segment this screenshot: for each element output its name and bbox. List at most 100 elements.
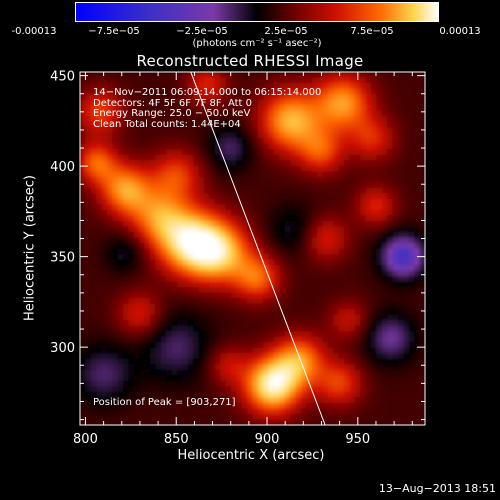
heatmap-cell (241, 160, 248, 167)
heatmap-cell (241, 132, 248, 139)
heatmap-cell (301, 358, 308, 365)
heatmap-cell (106, 121, 113, 128)
heatmap-cell (160, 231, 167, 239)
heatmap-cell (317, 165, 324, 172)
heatmap-cell (414, 110, 421, 117)
heatmap-cell (252, 325, 259, 332)
heatmap-cell (177, 72, 184, 79)
heatmap-cell (376, 127, 383, 134)
heatmap-cell (376, 391, 383, 399)
heatmap-cell (414, 408, 421, 415)
heatmap-cell (349, 331, 356, 338)
heatmap-cell (252, 83, 259, 90)
heatmap-cell (371, 397, 378, 404)
heatmap-cell (214, 83, 221, 90)
heatmap-cell (101, 408, 108, 415)
heatmap-cell (381, 231, 388, 239)
heatmap-cell (177, 413, 184, 421)
heatmap-cell (139, 187, 146, 194)
heatmap-cell (230, 325, 237, 332)
heatmap-cell (236, 88, 243, 95)
heatmap-cell (419, 248, 425, 255)
heatmap-cell (279, 72, 286, 79)
heatmap-cell (198, 204, 205, 211)
heatmap-cell (414, 187, 421, 194)
heatmap-cell (392, 375, 399, 382)
heatmap-cell (209, 116, 216, 123)
heatmap-cell (290, 276, 297, 283)
heatmap-cell (220, 375, 227, 382)
heatmap-cell (198, 276, 205, 283)
heatmap-cell (376, 143, 383, 150)
heatmap-cell (398, 237, 405, 244)
heatmap-cell (284, 165, 291, 172)
heatmap-cell (230, 364, 237, 371)
heatmap-cell (80, 83, 86, 90)
heatmap-cell (387, 204, 394, 211)
heatmap-cell (171, 127, 178, 134)
heatmap-cell (150, 77, 157, 84)
heatmap-cell (360, 143, 367, 150)
heatmap-cell (263, 226, 270, 233)
heatmap-cell (257, 220, 264, 228)
heatmap-cell (403, 88, 410, 95)
heatmap-cell (376, 242, 383, 250)
heatmap-cell (117, 325, 124, 332)
heatmap-cell (327, 204, 334, 211)
heatmap-cell (198, 165, 205, 172)
heatmap-cell (360, 176, 367, 183)
heatmap-cell (284, 143, 291, 150)
heatmap-cell (371, 149, 378, 156)
heatmap-cell (279, 259, 286, 266)
heatmap-cell (295, 254, 302, 261)
heatmap-cell (311, 309, 318, 316)
heatmap-cell (387, 281, 394, 288)
heatmap-cell (209, 171, 216, 178)
heatmap-cell (117, 154, 124, 161)
heatmap-cell (349, 276, 356, 283)
heatmap-cell (398, 165, 405, 172)
heatmap-cell (419, 276, 425, 283)
heatmap-cell (268, 254, 275, 261)
heatmap-cell (268, 336, 275, 343)
heatmap-cell (408, 254, 415, 261)
heatmap-cell (123, 143, 130, 150)
heatmap-cell (133, 347, 140, 354)
heatmap-cell (85, 198, 92, 205)
heatmap-cell (101, 386, 108, 393)
heatmap-cell (311, 320, 318, 327)
heatmap-cell (419, 110, 425, 117)
heatmap-cell (182, 99, 189, 106)
heatmap-cell (333, 386, 340, 393)
heatmap-cell (301, 171, 308, 178)
heatmap-cell (268, 154, 275, 161)
x-tick-label: 800 (73, 432, 98, 447)
heatmap-cell (268, 342, 275, 349)
heatmap-cell (117, 331, 124, 338)
heatmap-cell (381, 77, 388, 84)
heatmap-cell (101, 309, 108, 316)
heatmap-cell (301, 220, 308, 228)
heatmap-cell (403, 342, 410, 349)
heatmap-cell (311, 77, 318, 84)
heatmap-cell (381, 198, 388, 205)
heatmap-cell (376, 209, 383, 217)
heatmap-cell (80, 391, 86, 399)
heatmap-cell (414, 375, 421, 382)
heatmap-cell (322, 298, 329, 305)
heatmap-cell (80, 72, 86, 79)
heatmap-cell (419, 242, 425, 250)
heatmap-cell (371, 204, 378, 211)
heatmap-cell (177, 165, 184, 172)
heatmap-cell (311, 127, 318, 134)
heatmap-cell (150, 347, 157, 354)
heatmap-cell (284, 110, 291, 117)
heatmap-cell (387, 94, 394, 101)
heatmap-cell (171, 138, 178, 145)
heatmap-cell (209, 182, 216, 189)
heatmap-cell (90, 165, 97, 172)
heatmap-cell (354, 358, 361, 365)
heatmap-cell (214, 369, 221, 376)
heatmap-cell (408, 149, 415, 156)
heatmap-cell (112, 242, 119, 250)
